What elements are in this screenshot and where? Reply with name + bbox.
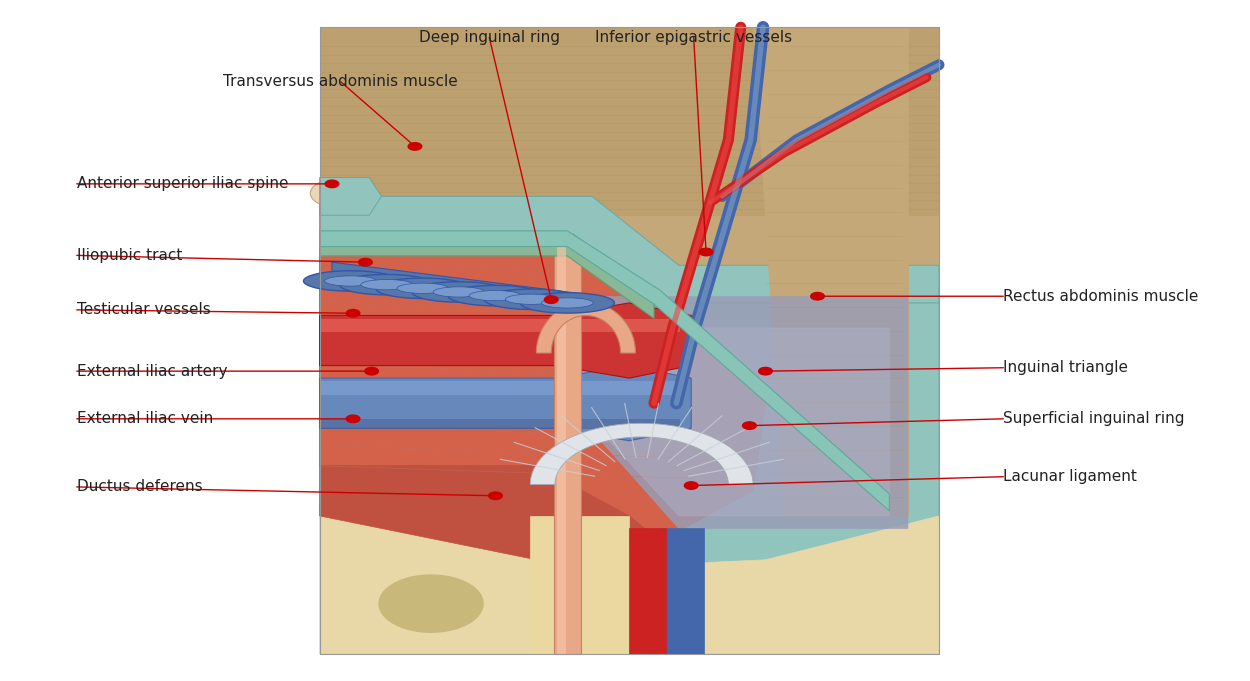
Polygon shape: [320, 319, 679, 331]
Circle shape: [409, 143, 421, 151]
Text: Anterior superior iliac spine: Anterior superior iliac spine: [76, 176, 289, 191]
Ellipse shape: [304, 271, 398, 291]
Circle shape: [742, 422, 756, 430]
Circle shape: [489, 492, 502, 500]
Polygon shape: [530, 516, 629, 654]
Text: External iliac vein: External iliac vein: [76, 411, 213, 426]
Circle shape: [684, 482, 698, 489]
Ellipse shape: [432, 287, 485, 297]
Text: External iliac artery: External iliac artery: [76, 364, 228, 379]
Text: Lacunar ligament: Lacunar ligament: [1004, 469, 1138, 484]
Text: Rectus abdominis muscle: Rectus abdominis muscle: [1004, 289, 1199, 304]
Ellipse shape: [398, 283, 449, 294]
Circle shape: [545, 296, 558, 304]
Polygon shape: [320, 27, 939, 266]
Circle shape: [325, 180, 339, 188]
Polygon shape: [320, 466, 660, 566]
Text: Testicular vessels: Testicular vessels: [76, 302, 210, 317]
Polygon shape: [320, 503, 939, 654]
Ellipse shape: [325, 276, 376, 286]
Text: Inguinal triangle: Inguinal triangle: [1004, 360, 1129, 375]
Polygon shape: [542, 290, 939, 654]
Circle shape: [699, 249, 712, 255]
Circle shape: [759, 368, 772, 375]
Ellipse shape: [520, 293, 615, 313]
Polygon shape: [320, 178, 381, 215]
Circle shape: [359, 259, 372, 266]
Ellipse shape: [376, 278, 470, 298]
Ellipse shape: [484, 289, 579, 309]
Polygon shape: [379, 575, 482, 632]
Polygon shape: [530, 424, 752, 485]
Ellipse shape: [340, 274, 434, 295]
Circle shape: [346, 415, 360, 422]
Polygon shape: [320, 240, 765, 541]
Text: Ductus deferens: Ductus deferens: [76, 479, 202, 494]
Polygon shape: [320, 196, 939, 303]
Ellipse shape: [448, 285, 542, 306]
Text: Transversus abdominis muscle: Transversus abdominis muscle: [224, 74, 458, 89]
Polygon shape: [752, 27, 908, 516]
Polygon shape: [586, 328, 890, 516]
Polygon shape: [536, 302, 635, 353]
Ellipse shape: [469, 291, 521, 301]
Circle shape: [310, 180, 360, 207]
Circle shape: [365, 368, 379, 375]
Polygon shape: [320, 303, 691, 378]
Polygon shape: [320, 381, 679, 394]
Polygon shape: [342, 554, 520, 652]
Polygon shape: [568, 297, 908, 528]
Ellipse shape: [505, 294, 558, 304]
Polygon shape: [320, 366, 691, 441]
Bar: [320, 27, 939, 654]
Polygon shape: [320, 27, 939, 654]
Text: Iliopubic tract: Iliopubic tract: [76, 248, 182, 263]
Polygon shape: [320, 27, 939, 215]
Text: Deep inguinal ring: Deep inguinal ring: [419, 30, 560, 45]
Circle shape: [811, 293, 824, 300]
Ellipse shape: [411, 282, 506, 302]
Ellipse shape: [541, 298, 594, 308]
Ellipse shape: [361, 279, 413, 289]
Polygon shape: [320, 243, 654, 319]
Polygon shape: [332, 262, 592, 313]
Polygon shape: [629, 528, 666, 654]
Circle shape: [346, 309, 360, 317]
Polygon shape: [554, 247, 581, 654]
Polygon shape: [558, 247, 565, 654]
Polygon shape: [660, 528, 704, 654]
Polygon shape: [320, 419, 679, 428]
Text: Superficial inguinal ring: Superficial inguinal ring: [1004, 411, 1185, 426]
Polygon shape: [320, 231, 890, 511]
Text: Inferior epigastric vessels: Inferior epigastric vessels: [595, 30, 792, 45]
